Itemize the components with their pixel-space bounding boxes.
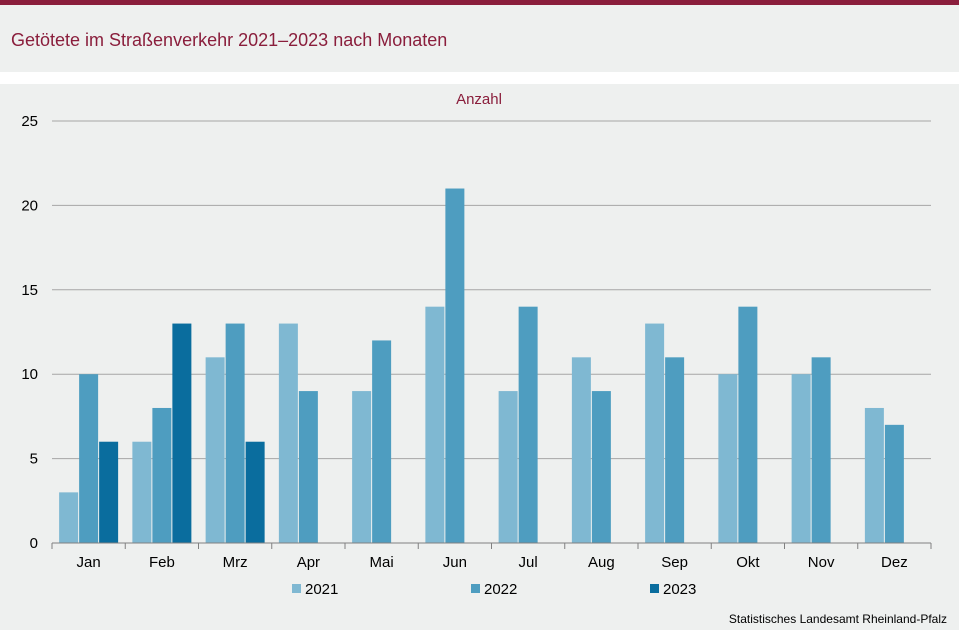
top-rule	[0, 0, 959, 5]
bar-2021-Sep	[645, 323, 665, 543]
legend-label-2023: 2023	[663, 581, 696, 598]
bar-2023-Jan	[99, 441, 119, 543]
bar-2022-Mai	[372, 340, 392, 543]
chart-header: Getötete im Straßenverkehr 2021–2023 nac…	[0, 5, 959, 72]
bar-2023-Mrz	[245, 441, 265, 543]
legend-swatch-2023	[650, 584, 659, 593]
x-tick-label: Aug	[588, 554, 615, 571]
bar-2022-Jul	[518, 306, 538, 543]
y-tick-label: 10	[21, 366, 38, 383]
x-tick-label: Mai	[370, 554, 394, 571]
bar-2022-Apr	[298, 391, 318, 543]
bar-2021-Feb	[132, 441, 152, 543]
legend-swatch-2022	[471, 584, 480, 593]
x-tick-label: Dez	[881, 554, 908, 571]
bar-2022-Aug	[591, 391, 611, 543]
source-note: Statistisches Landesamt Rheinland-Pfalz	[728, 612, 947, 626]
bar-2021-Jan	[59, 492, 79, 543]
bar-2022-Jun	[445, 188, 465, 543]
bar-2022-Dez	[884, 424, 904, 543]
bar-2021-Jul	[498, 391, 518, 543]
x-tick-label: Nov	[808, 554, 835, 571]
bar-2023-Feb	[172, 323, 192, 543]
bar-2021-Nov	[791, 374, 811, 543]
legend-swatch-2021	[292, 584, 301, 593]
bar-2021-Dez	[864, 407, 884, 543]
bar-2022-Nov	[811, 357, 831, 543]
bar-2021-Mrz	[205, 357, 225, 543]
axes: 0 5 10 15 20 25 Jan Feb Mrz Apr Mai Jun Jul Aug Sep Okt…	[21, 113, 932, 571]
legend: 2021 2022 2023	[292, 581, 696, 598]
x-tick-label: Mrz	[223, 554, 248, 571]
bar-2021-Apr	[278, 323, 298, 543]
x-tick-label: Jul	[519, 554, 538, 571]
gridlines	[52, 120, 931, 460]
bar-2022-Mrz	[225, 323, 245, 543]
bar-2021-Aug	[571, 357, 591, 543]
x-tick-label: Feb	[149, 554, 175, 571]
header-separator	[0, 72, 959, 84]
y-tick-label: 0	[30, 535, 38, 552]
bar-2022-Okt	[738, 306, 758, 543]
legend-label-2021: 2021	[305, 581, 338, 598]
x-tick-label: Jun	[443, 554, 467, 571]
bar-2022-Sep	[665, 357, 685, 543]
bar-2022-Feb	[152, 407, 172, 543]
legend-label-2022: 2022	[484, 581, 517, 598]
y-axis-unit-label: Anzahl	[456, 91, 502, 108]
bar-2021-Mai	[352, 391, 372, 543]
x-tick-label: Sep	[661, 554, 688, 571]
y-tick-label: 20	[21, 197, 38, 214]
bar-2021-Okt	[718, 374, 738, 543]
bars	[59, 188, 904, 543]
y-tick-label: 5	[30, 451, 38, 468]
x-tick-label: Jan	[77, 554, 101, 571]
bar-2021-Jun	[425, 306, 445, 543]
y-tick-label: 25	[21, 113, 38, 130]
y-tick-label: 15	[21, 282, 38, 299]
bar-2022-Jan	[79, 374, 99, 543]
x-tick-label: Apr	[297, 554, 320, 571]
x-tick-label: Okt	[736, 554, 760, 571]
chart-title: Getötete im Straßenverkehr 2021–2023 nac…	[11, 30, 448, 50]
